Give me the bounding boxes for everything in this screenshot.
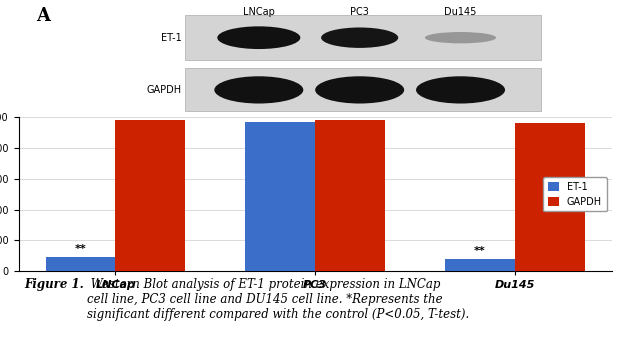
Text: **: ** <box>75 244 87 254</box>
Text: **: ** <box>474 246 486 256</box>
Ellipse shape <box>214 76 303 103</box>
Bar <box>315 120 385 271</box>
Bar <box>116 120 185 271</box>
Legend: ET-1, GAPDH: ET-1, GAPDH <box>543 177 607 211</box>
Ellipse shape <box>416 76 505 103</box>
Bar <box>445 259 515 271</box>
Text: A: A <box>36 7 50 25</box>
Ellipse shape <box>425 32 496 43</box>
Text: Figure 1.: Figure 1. <box>25 278 84 291</box>
Ellipse shape <box>218 26 300 49</box>
Bar <box>185 15 541 60</box>
Text: GAPDH: GAPDH <box>146 85 182 95</box>
Text: ET-1: ET-1 <box>161 33 182 43</box>
Bar <box>515 123 585 271</box>
Text: PC3: PC3 <box>350 7 369 17</box>
Bar <box>46 257 116 271</box>
Ellipse shape <box>315 76 404 103</box>
Text: Western Blot analysis of ET-1 protein expression in LNCap
cell line, PC3 cell li: Western Blot analysis of ET-1 protein ex… <box>87 278 469 321</box>
Bar <box>245 122 315 271</box>
Text: LNCap: LNCap <box>243 7 275 17</box>
Ellipse shape <box>321 27 398 48</box>
Bar <box>185 68 541 111</box>
Text: Du145: Du145 <box>444 7 476 17</box>
